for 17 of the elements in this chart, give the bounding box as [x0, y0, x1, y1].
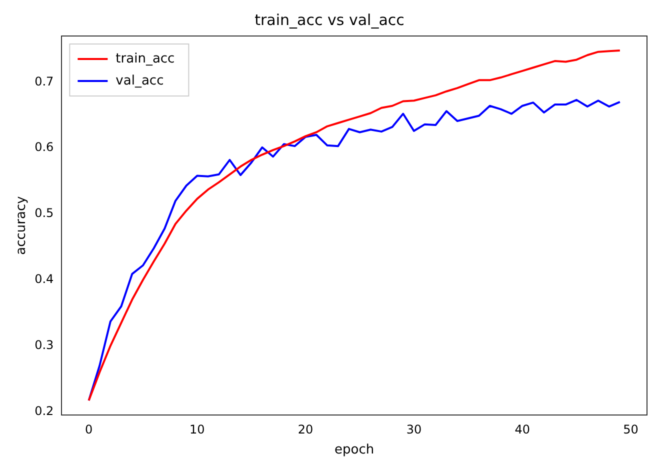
x-tick-label: 50: [623, 422, 638, 436]
y-tick-label: 0.4: [34, 272, 54, 286]
x-tick-label: 10: [190, 422, 205, 436]
chart-title: train_acc vs val_acc: [254, 10, 404, 29]
x-tick-label: 30: [406, 422, 422, 436]
x-axis-title: epoch: [334, 442, 374, 458]
y-tick-label: 0.2: [34, 404, 54, 418]
x-tick-label: 20: [298, 422, 314, 436]
x-tick-label: 0: [84, 422, 93, 436]
y-tick-label: 0.5: [34, 206, 54, 220]
y-axis-title: accuracy: [14, 196, 30, 255]
legend-label: train_acc: [116, 51, 175, 66]
y-tick-label: 0.7: [34, 74, 54, 88]
y-tick-label: 0.6: [34, 140, 54, 154]
x-tick-label: 40: [514, 422, 530, 436]
legend-label: val_acc: [116, 73, 164, 88]
y-tick-label: 0.3: [34, 338, 54, 352]
